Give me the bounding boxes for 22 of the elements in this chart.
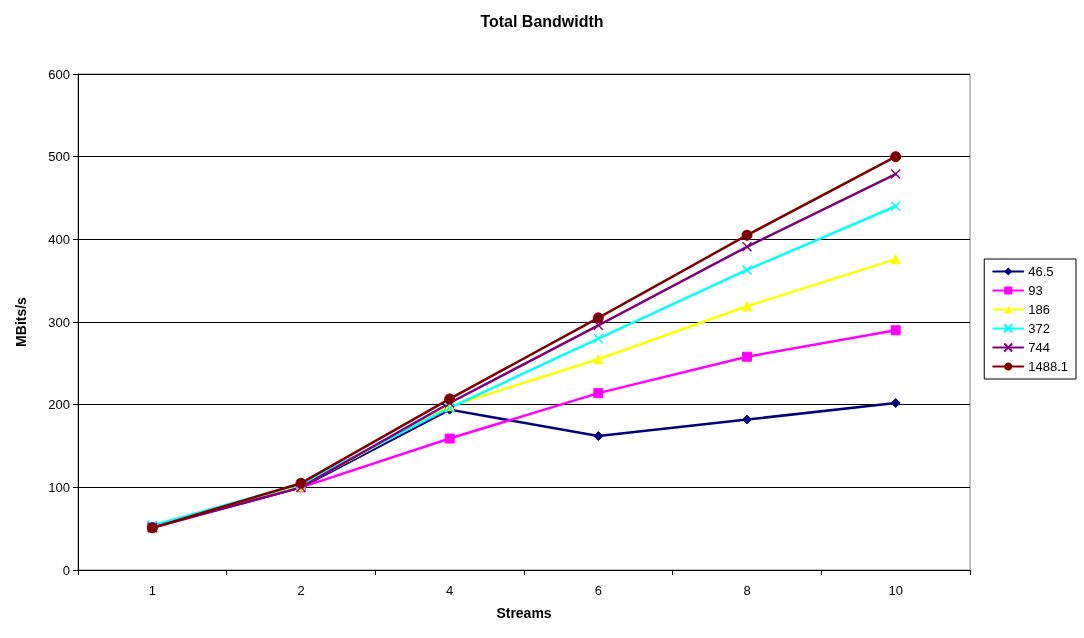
x-tick-label: 2 [297,583,305,598]
y-tick-label: 600 [48,66,70,82]
x-axis-title: Streams [496,605,552,621]
y-tick-label: 100 [48,479,70,495]
y-tick-label: 500 [48,149,70,165]
x-tick-label: 10 [888,583,903,598]
legend-label: 1488.1 [1028,359,1068,374]
y-axis-title: MBits/s [13,296,29,347]
x-tick-label: 4 [446,583,454,598]
y-tick-label: 200 [48,397,70,413]
legend-label: 186 [1028,302,1050,317]
legend-label: 744 [1028,340,1050,355]
legend-label: 93 [1028,283,1043,298]
y-tick-label: 300 [48,314,70,330]
chart-title: Total Bandwidth [480,12,604,30]
x-tick-label: 8 [743,583,751,598]
y-tick-label: 400 [48,231,70,247]
y-tick-label: 0 [62,562,70,578]
x-tick-label: 6 [594,583,602,598]
legend-label: 46.5 [1028,264,1054,279]
legend-label: 372 [1028,321,1050,336]
x-tick-label: 1 [148,583,156,598]
